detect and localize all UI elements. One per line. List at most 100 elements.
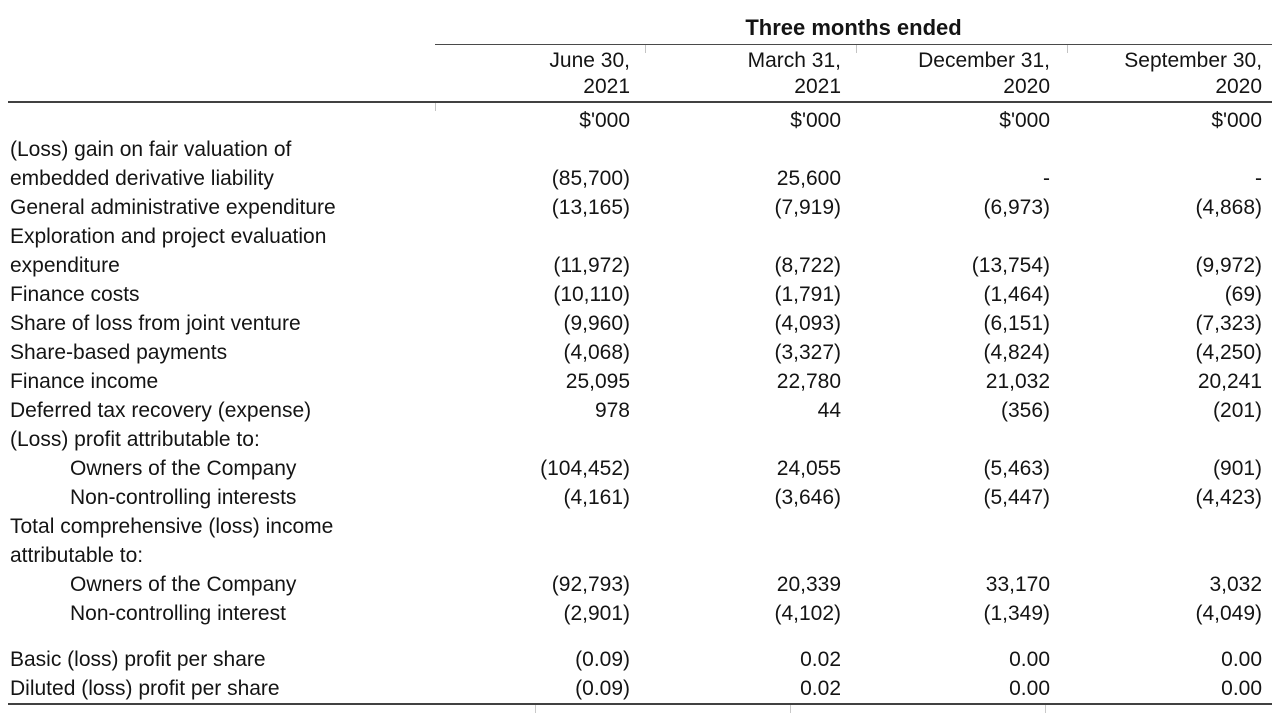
cell-value: (4,868) [1195,196,1263,219]
column-header-june-30-2021: June 30, 2021 [435,44,645,103]
table-row-share-of-loss-joint-venture: Share of loss from joint venture (9,960)… [8,309,1272,338]
table-row-owners-of-company: Owners of the Company (104,452) 24,055 (… [8,454,1272,483]
table-row-finance-income: Finance income 25,095 22,780 21,032 20,2… [8,367,1272,396]
row-label: Share of loss from joint venture [10,312,301,335]
cell-value [645,425,856,454]
cell-value [1067,512,1272,570]
cell-value: 22,780 [776,370,841,393]
unit-row-spacer [8,102,435,135]
cell-value: (9,960) [563,312,630,335]
cell-value: 3,032 [1209,573,1263,596]
unit-label: $'000 [1211,109,1263,132]
unit-label: $'000 [999,109,1050,132]
cell-value: (4,824) [983,341,1050,364]
cell-value: 0.00 [1009,648,1050,671]
cell-value: - [1043,167,1050,190]
header-row-spacer [8,44,435,103]
row-label: Diluted (loss) profit per share [8,674,435,705]
cell-value: 24,055 [776,457,841,480]
row-label: Share-based payments [10,341,228,364]
cell-value: 33,170 [985,573,1050,596]
cell-value: (0.09) [575,648,630,671]
cell-value: (8,722) [774,254,841,277]
cell-value: (9,972) [1195,254,1263,277]
row-label: Owners of the Company [70,573,297,596]
column-header-september-30-2020: September 30, 2020 [1067,44,1273,103]
cell-value [645,512,856,570]
cell-value: 0.00 [856,674,1067,705]
cell-value: (4,102) [774,602,841,625]
row-label: Exploration and project evaluation expen… [10,225,327,277]
row-label: Total comprehensive (loss) income attrib… [10,515,334,567]
cell-value: 0.00 [1221,648,1263,671]
cell-value: 0.02 [645,674,856,705]
cell-value: (13,165) [551,196,630,219]
cell-value: (356) [1000,399,1050,422]
cell-value: (2,901) [563,602,630,625]
cell-value: 25,600 [776,167,841,190]
cell-value [435,512,645,570]
row-label: Basic (loss) profit per share [10,648,266,671]
cell-value: (5,447) [983,486,1050,509]
cell-value: (1,349) [983,602,1050,625]
table-row-basic-per-share: Basic (loss) profit per share (0.09) 0.0… [8,628,1272,674]
column-header-row: June 30, 2021 March 31, 2021 December 31… [8,44,1273,103]
cell-value: (4,068) [563,341,630,364]
cell-value: (1,791) [774,283,841,306]
cell-value: (69) [1224,283,1263,306]
cell-value [1067,425,1272,454]
row-label: Non-controlling interests [70,486,297,509]
cell-value: - [1255,167,1263,190]
cell-value: (201) [1213,399,1263,422]
table-row-owners-of-company-tci: Owners of the Company (92,793) 20,339 33… [8,570,1272,599]
table-row-general-admin-expenditure: General administrative expenditure (13,1… [8,193,1272,222]
cell-value: (13,754) [971,254,1050,277]
table-row-exploration-expenditure: Exploration and project evaluation expen… [8,222,1272,280]
cell-value: (4,423) [1195,486,1263,509]
cell-value [856,512,1067,570]
cell-value [435,425,645,454]
table-row-total-comprehensive-header: Total comprehensive (loss) income attrib… [8,512,1272,570]
column-header-december-31-2020: December 31, 2020 [856,44,1067,103]
title-row-spacer [8,16,435,45]
column-header-march-31-2021: March 31, 2021 [645,44,856,103]
row-label: General administrative expenditure [10,196,336,219]
unit-label: $'000 [435,102,645,135]
row-label: Non-controlling interest [70,602,286,625]
table-row-loss-profit-attributable-header: (Loss) profit attributable to: [8,425,1272,454]
cell-value: 0.02 [800,648,841,671]
table-row-non-controlling-interests: Non-controlling interests (4,161) (3,646… [8,483,1272,512]
financial-table: Three months ended June 30, 2021 March 3… [8,16,1273,705]
table-row-loss-gain-fair-valuation: (Loss) gain on fair valuation of embedde… [8,135,1272,193]
unit-row: $'000 $'000 $'000 $'000 [8,102,1272,135]
table-title: Three months ended [435,16,1273,45]
row-label: (Loss) gain on fair valuation of embedde… [10,138,292,190]
cell-value: (0.09) [435,674,645,705]
table-row-share-based-payments: Share-based payments (4,068) (3,327) (4,… [8,338,1272,367]
unit-label: $'000 [790,109,841,132]
row-label: Deferred tax recovery (expense) [10,399,312,422]
cell-value: 20,241 [1197,370,1263,393]
table-row-non-controlling-interest-tci: Non-controlling interest (2,901) (4,102)… [8,599,1272,628]
title-row: Three months ended [8,16,1273,45]
cell-value: (3,646) [774,486,841,509]
cell-value: (6,151) [983,312,1050,335]
cell-value: (4,250) [1195,341,1263,364]
cell-value: (10,110) [553,283,630,306]
cell-value: (104,452) [540,457,630,480]
cell-value: (85,700) [551,167,630,190]
cell-value: 25,095 [565,370,630,393]
row-label: Owners of the Company [70,457,297,480]
cell-value: 20,339 [776,573,841,596]
cell-value: (901) [1213,457,1263,480]
cell-value [856,425,1067,454]
cell-value: 978 [594,399,630,422]
cell-value: (3,327) [774,341,841,364]
cell-value: (4,049) [1195,602,1263,625]
cell-value: 21,032 [985,370,1050,393]
cell-value: (1,464) [983,283,1050,306]
table-row-finance-costs: Finance costs (10,110) (1,791) (1,464) (… [8,280,1272,309]
cell-value: (4,093) [774,312,841,335]
row-label: Finance costs [10,283,140,306]
table-row-deferred-tax-recovery: Deferred tax recovery (expense) 978 44 (… [8,396,1272,425]
